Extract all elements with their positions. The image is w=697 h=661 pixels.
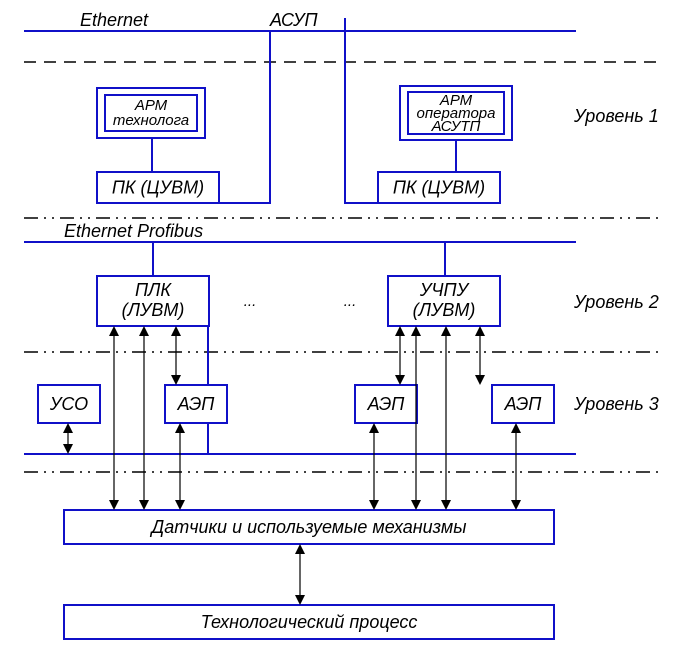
connector	[345, 31, 378, 203]
arrowhead	[395, 326, 405, 336]
connector	[219, 31, 270, 203]
arrowhead	[369, 423, 379, 433]
diagram-canvas: Ethernet АСУП Ethernet Profibus Уровень 1 Ур…	[0, 0, 697, 661]
text-uso: УСО	[49, 394, 88, 414]
label-ethernet-profibus: Ethernet Profibus	[64, 221, 203, 241]
arrowhead	[295, 544, 305, 554]
label-acup: АСУП	[269, 10, 318, 30]
arrowhead	[139, 500, 149, 510]
arrowhead	[63, 444, 73, 454]
label-level-2: Уровень 2	[573, 292, 659, 312]
arrowhead	[411, 326, 421, 336]
arrowhead	[441, 326, 451, 336]
text-plk-1: ПЛК	[135, 280, 172, 300]
arrowhead	[511, 423, 521, 433]
arrowhead	[511, 500, 521, 510]
arrowhead	[369, 500, 379, 510]
arrowhead	[411, 500, 421, 510]
arrowhead	[109, 326, 119, 336]
text-uchpu-1: УЧПУ	[419, 280, 470, 300]
text-aep-1: АЭП	[177, 394, 216, 414]
text-aep-3: АЭП	[504, 394, 543, 414]
label-ethernet: Ethernet	[80, 10, 149, 30]
arrowhead	[63, 423, 73, 433]
arrowhead	[171, 326, 181, 336]
text-plk-2: (ЛУВМ)	[122, 300, 185, 320]
arrowhead	[175, 500, 185, 510]
text-uchpu-2: (ЛУВМ)	[413, 300, 476, 320]
label-level-1: Уровень 1	[573, 106, 659, 126]
arrowhead	[109, 500, 119, 510]
ellipsis: ...	[244, 293, 257, 310]
arrowhead	[295, 595, 305, 605]
text-pk-right: ПК (ЦУВМ)	[393, 178, 485, 198]
arrowhead	[475, 375, 485, 385]
ellipsis: ...	[344, 293, 357, 310]
label-level-3: Уровень 3	[573, 394, 659, 414]
text-aep-2: АЭП	[367, 394, 406, 414]
text-arm-operator-3: АСУТП	[431, 118, 481, 135]
arrowhead	[475, 326, 485, 336]
text-sensors: Датчики и используемые механизмы	[150, 517, 467, 537]
text-process: Технологический процесс	[201, 612, 418, 632]
arrowhead	[441, 500, 451, 510]
arrowhead	[395, 375, 405, 385]
arrowhead	[175, 423, 185, 433]
text-arm-technolog-2: технолога	[113, 112, 189, 129]
arrowhead	[139, 326, 149, 336]
text-pk-left: ПК (ЦУВМ)	[112, 178, 204, 198]
arrowhead	[171, 375, 181, 385]
